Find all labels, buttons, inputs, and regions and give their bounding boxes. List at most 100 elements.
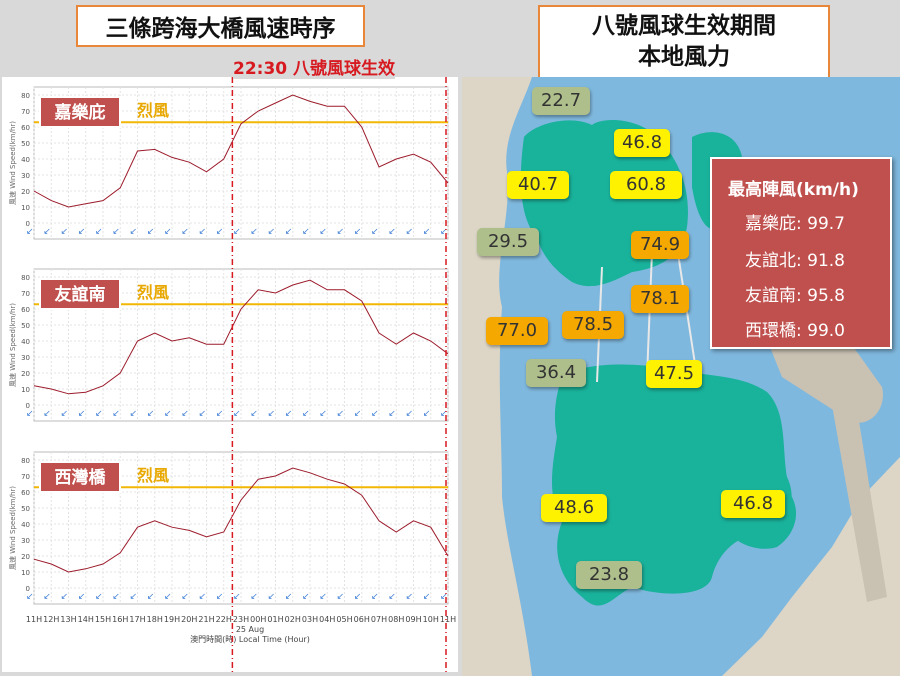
y-tick-label: 70 (21, 473, 30, 481)
wind-arrow: ↙ (302, 409, 310, 419)
wind-arrow: ↙ (112, 227, 120, 237)
wind-speed-line (33, 94, 449, 208)
station-chart: 0 10 20 30 40 50 60 70 80 ↙ ↙ ↙ ↙ ↙ ↙ ↙ ↙ ↙ ↙ ↙ ↙ ↙ ↙ ↙ ↙ ↙ ↙ ↙ ↙ ↙ ↙ ↙… (9, 451, 449, 605)
wind-arrow: ↙ (43, 227, 51, 237)
gale-label: 烈風 (137, 283, 169, 302)
wind-arrow: ↙ (285, 592, 293, 602)
y-tick-label: 20 (21, 188, 30, 196)
wind-speed-label: 36.4 (526, 359, 586, 387)
wind-arrow: ↙ (181, 409, 189, 419)
y-axis-label: 風速 Wind Speed(km/hr) (9, 121, 17, 205)
y-axis-label: 風速 Wind Speed(km/hr) (9, 303, 17, 387)
wind-arrow: ↙ (164, 227, 172, 237)
wind-arrow: ↙ (319, 592, 327, 602)
wind-arrow: ↙ (388, 227, 396, 237)
wind-arrow: ↙ (95, 227, 103, 237)
wind-arrow: ↙ (440, 592, 448, 602)
x-tick-label: 01H (267, 615, 283, 624)
wind-arrow: ↙ (130, 227, 138, 237)
x-tick-label: 16H (112, 615, 128, 624)
wind-arrow: ↙ (164, 592, 172, 602)
chart-section-title: 三條跨海大橋風速時序 (76, 5, 365, 47)
wind-speed-label: 40.7 (507, 171, 569, 199)
x-tick-label: 08H (388, 615, 404, 624)
wind-arrow: ↙ (268, 227, 276, 237)
gust-value: 99.7 (807, 214, 845, 234)
station-chart: 0 10 20 30 40 50 60 70 80 ↙ ↙ ↙ ↙ ↙ ↙ ↙ ↙ ↙ ↙ ↙ ↙ ↙ ↙ ↙ ↙ ↙ ↙ ↙ ↙ ↙ ↙ ↙… (9, 86, 449, 240)
gust-station: 嘉樂庇: (745, 214, 802, 234)
station-chart: 0 10 20 30 40 50 60 70 80 ↙ ↙ ↙ ↙ ↙ ↙ ↙ ↙ ↙ ↙ ↙ ↙ ↙ ↙ ↙ ↙ ↙ ↙ ↙ ↙ ↙ ↙ ↙… (9, 268, 449, 422)
station-label-box (39, 278, 121, 310)
x-tick-label: 10H (423, 615, 439, 624)
wind-arrow: ↙ (319, 409, 327, 419)
wind-speed-line (33, 279, 449, 395)
y-tick-label: 30 (21, 354, 30, 362)
wind-arrow: ↙ (199, 592, 207, 602)
wind-arrow: ↙ (388, 592, 396, 602)
wind-arrow: ↙ (337, 409, 345, 419)
y-tick-label: 50 (21, 322, 30, 330)
wind-arrow: ↙ (371, 592, 379, 602)
date-label: 25 Aug (236, 625, 264, 634)
y-tick-label: 30 (21, 172, 30, 180)
y-tick-label: 80 (21, 274, 30, 282)
wind-arrow: ↙ (233, 409, 241, 419)
airport-runway (827, 377, 887, 602)
map-title-line2: 本地風力 (638, 44, 730, 70)
wind-speed-label: 22.7 (532, 87, 590, 115)
y-tick-label: 80 (21, 457, 30, 465)
wind-arrow: ↙ (61, 227, 69, 237)
x-tick-label: 15H (95, 615, 111, 624)
x-tick-label: 21H (198, 615, 214, 624)
wind-arrow: ↙ (43, 592, 51, 602)
x-tick-label: 07H (371, 615, 387, 624)
wind-arrow: ↙ (423, 592, 431, 602)
wind-arrow: ↙ (95, 409, 103, 419)
gust-value: 95.8 (807, 286, 845, 306)
wind-speed-label: 46.8 (614, 129, 670, 157)
y-axis-label: 風速 Wind Speed(km/hr) (9, 486, 17, 570)
max-gust-title: 最高陣風(km/h) (728, 180, 859, 200)
wind-arrow: ↙ (268, 409, 276, 419)
station-name: 西灣橋 (55, 467, 107, 488)
x-axis-label: 澳門時間(時) Local Time (Hour) (190, 634, 310, 644)
wind-speed-label: 46.8 (721, 490, 785, 518)
y-tick-label: 10 (21, 204, 30, 212)
wind-arrow: ↙ (216, 409, 224, 419)
x-tick-label: 11H (26, 615, 42, 624)
y-tick-label: 0 (26, 402, 30, 410)
y-tick-label: 60 (21, 489, 30, 497)
wind-charts-panel: 0 10 20 30 40 50 60 70 80 ↙ ↙ ↙ ↙ ↙ ↙ ↙ ↙ ↙ ↙ ↙ ↙ ↙ ↙ ↙ ↙ ↙ ↙ ↙ ↙ ↙ ↙ ↙… (2, 77, 458, 672)
x-tick-label: 09H (405, 615, 421, 624)
wind-arrow: ↙ (43, 409, 51, 419)
wind-arrow: ↙ (285, 227, 293, 237)
y-tick-label: 70 (21, 108, 30, 116)
station-label-box (39, 461, 121, 493)
x-tick-label: 17H (129, 615, 145, 624)
wind-arrow: ↙ (147, 592, 155, 602)
wind-arrow: ↙ (250, 409, 258, 419)
wind-arrow: ↙ (371, 227, 379, 237)
wind-arrow: ↙ (216, 592, 224, 602)
wind-arrow: ↙ (112, 409, 120, 419)
wind-arrow: ↙ (337, 592, 345, 602)
wind-speed-label: 78.1 (631, 285, 689, 313)
y-tick-label: 10 (21, 569, 30, 577)
y-tick-label: 60 (21, 306, 30, 314)
wind-arrow: ↙ (26, 409, 34, 419)
y-tick-label: 30 (21, 537, 30, 545)
max-gust-row: 友誼南: 95.8 (745, 281, 845, 306)
wind-arrow: ↙ (285, 409, 293, 419)
y-tick-label: 60 (21, 124, 30, 132)
wind-arrow: ↙ (440, 409, 448, 419)
gust-value: 91.8 (807, 251, 845, 271)
y-tick-label: 0 (26, 585, 30, 593)
wind-speed-label: 74.9 (631, 231, 689, 259)
max-gust-row: 西環橋: 99.0 (745, 316, 845, 341)
y-tick-label: 50 (21, 505, 30, 513)
y-tick-label: 20 (21, 553, 30, 561)
wind-arrow: ↙ (78, 409, 86, 419)
wind-arrow: ↙ (354, 592, 362, 602)
wind-arrow: ↙ (199, 409, 207, 419)
wind-arrow: ↙ (354, 227, 362, 237)
